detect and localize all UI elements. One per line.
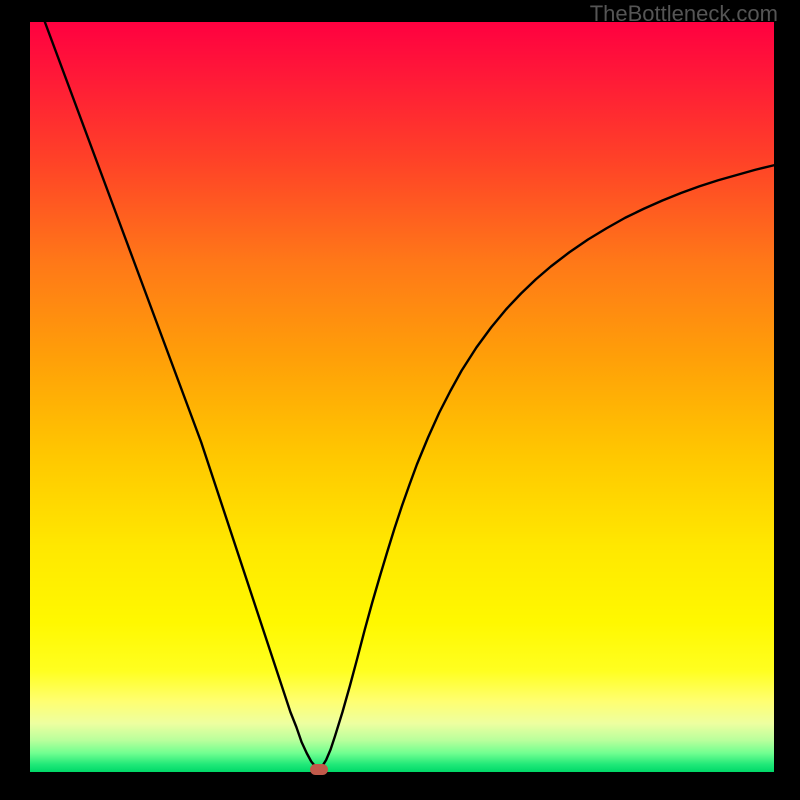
watermark-text: TheBottleneck.com — [590, 1, 778, 27]
min-marker-shape — [310, 764, 328, 775]
min-marker — [310, 764, 328, 775]
bottleneck-curve — [45, 22, 774, 768]
chart-container: TheBottleneck.com — [0, 0, 800, 800]
curve-layer — [30, 22, 774, 772]
plot-area — [30, 22, 774, 772]
